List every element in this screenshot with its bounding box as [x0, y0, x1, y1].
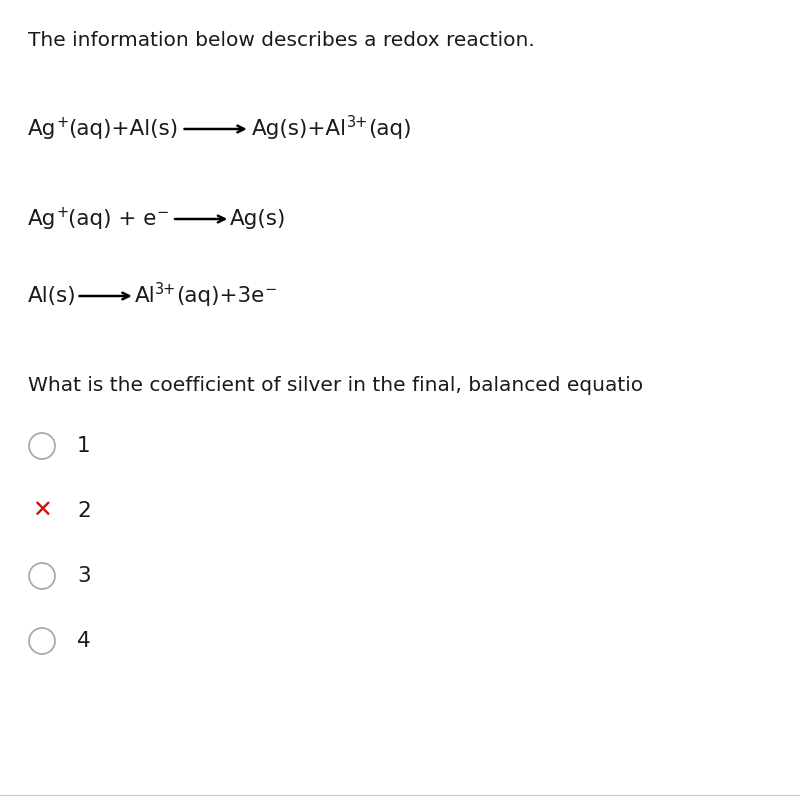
Text: 1: 1: [77, 436, 90, 456]
Text: (aq)+Al(s): (aq)+Al(s): [69, 119, 178, 139]
Text: (aq)+3e: (aq)+3e: [177, 286, 265, 306]
Text: What is the coefficient of silver in the final, balanced equatio: What is the coefficient of silver in the…: [28, 376, 643, 395]
Text: Al(s): Al(s): [28, 286, 77, 306]
Text: −: −: [157, 205, 169, 220]
Text: 4: 4: [77, 631, 90, 651]
Text: The information below describes a redox reaction.: The information below describes a redox …: [28, 31, 534, 50]
Text: +: +: [56, 205, 69, 220]
Text: (aq) + e: (aq) + e: [69, 209, 157, 229]
Text: +: +: [56, 115, 69, 130]
Text: −: −: [265, 282, 277, 297]
Text: Ag: Ag: [28, 209, 56, 229]
Text: Ag(s): Ag(s): [230, 209, 286, 229]
Text: 3+: 3+: [346, 115, 368, 130]
Text: 3+: 3+: [155, 282, 177, 297]
Text: Ag: Ag: [28, 119, 56, 139]
Text: (aq): (aq): [368, 119, 411, 139]
Text: ✕: ✕: [32, 499, 52, 523]
Text: Al: Al: [134, 286, 155, 306]
Text: 3: 3: [77, 566, 90, 586]
Text: 2: 2: [77, 501, 90, 521]
Text: Ag(s)+Al: Ag(s)+Al: [252, 119, 346, 139]
